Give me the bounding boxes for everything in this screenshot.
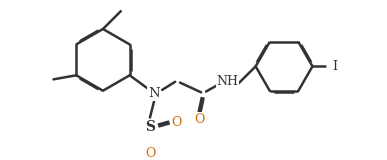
Text: O: O bbox=[171, 116, 181, 129]
Text: NH: NH bbox=[216, 75, 238, 88]
Text: N: N bbox=[148, 87, 160, 100]
Text: O: O bbox=[194, 113, 205, 126]
Text: O: O bbox=[145, 147, 155, 160]
Text: I: I bbox=[332, 60, 337, 73]
Text: S: S bbox=[145, 120, 155, 134]
